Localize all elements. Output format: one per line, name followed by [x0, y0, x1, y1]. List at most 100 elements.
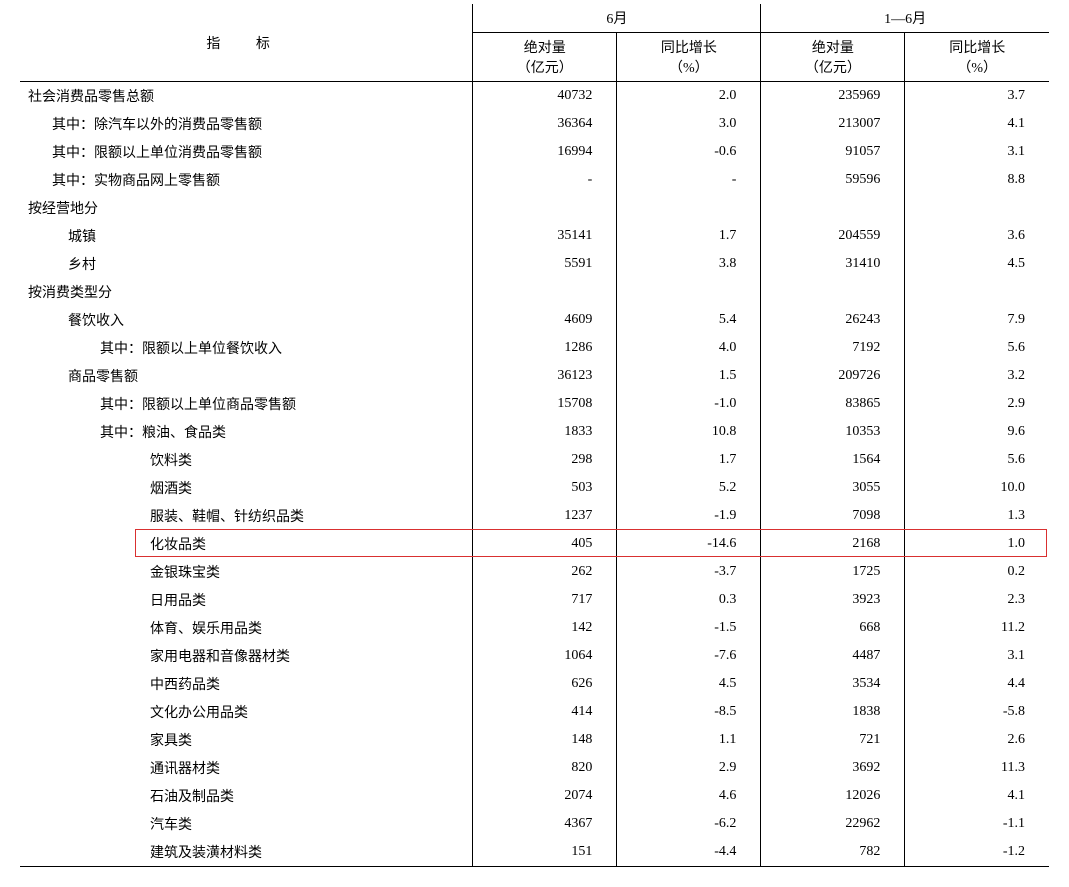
cum-yoy: -1.2 [905, 838, 1049, 867]
month-abs: 16994 [473, 138, 617, 166]
period-header-row: 指 标 6月 1—6月 [20, 4, 1049, 33]
month-yoy: -0.6 [617, 138, 761, 166]
row-label: 家用电器和音像器材类 [20, 642, 473, 670]
cum-abs: 3055 [761, 474, 905, 502]
period2-header: 1—6月 [761, 4, 1049, 33]
row-label: 石油及制品类 [20, 782, 473, 810]
month-yoy: 1.7 [617, 446, 761, 474]
cum-yoy: 1.3 [905, 502, 1049, 530]
table-body: 社会消费品零售总额407322.02359693.7其中：除汽车以外的消费品零售… [20, 82, 1049, 867]
month-yoy: -1.9 [617, 502, 761, 530]
row-label: 饮料类 [20, 446, 473, 474]
month-abs: 2074 [473, 782, 617, 810]
cum-abs: 91057 [761, 138, 905, 166]
month-abs: 405 [473, 530, 617, 558]
month-abs: 35141 [473, 222, 617, 250]
yoy-growth-label: 同比增长 [661, 41, 717, 56]
cum-yoy: 5.6 [905, 334, 1049, 362]
cum-abs: 1725 [761, 558, 905, 586]
month-yoy: -6.2 [617, 810, 761, 838]
cum-yoy: 4.5 [905, 250, 1049, 278]
abs-unit-label: （亿元） [517, 61, 573, 76]
month-abs: 148 [473, 726, 617, 754]
cum-yoy: 4.4 [905, 670, 1049, 698]
month-abs: 262 [473, 558, 617, 586]
row-label: 烟酒类 [20, 474, 473, 502]
table-row: 其中：除汽车以外的消费品零售额363643.02130074.1 [20, 110, 1049, 138]
cum-abs: 59596 [761, 166, 905, 194]
month-abs: 1286 [473, 334, 617, 362]
row-label: 乡村 [20, 250, 473, 278]
row-label: 文化办公用品类 [20, 698, 473, 726]
cum-abs: 12026 [761, 782, 905, 810]
cum-yoy: 2.6 [905, 726, 1049, 754]
cum-abs: 7192 [761, 334, 905, 362]
cum-yoy: 3.6 [905, 222, 1049, 250]
row-label: 化妆品类 [20, 530, 473, 558]
cum-yoy: 11.3 [905, 754, 1049, 782]
row-label: 商品零售额 [20, 362, 473, 390]
row-label: 金银珠宝类 [20, 558, 473, 586]
row-label: 通讯器材类 [20, 754, 473, 782]
month-abs: 4609 [473, 306, 617, 334]
table-row: 化妆品类405-14.621681.0 [20, 530, 1049, 558]
row-label: 按消费类型分 [20, 278, 473, 306]
cum-abs [761, 194, 905, 222]
month-abs: 5591 [473, 250, 617, 278]
table-row: 乡村55913.8314104.5 [20, 250, 1049, 278]
cum-abs: 1564 [761, 446, 905, 474]
abs-unit-label2: （亿元） [805, 61, 861, 76]
row-label: 其中：粮油、食品类 [20, 418, 473, 446]
cum-yoy: 8.8 [905, 166, 1049, 194]
row-label: 服装、鞋帽、针纺织品类 [20, 502, 473, 530]
row-label: 城镇 [20, 222, 473, 250]
month-yoy: - [617, 166, 761, 194]
m-yoy-header: 同比增长 （%） [617, 33, 761, 82]
table-row: 石油及制品类20744.6120264.1 [20, 782, 1049, 810]
cum-yoy: -5.8 [905, 698, 1049, 726]
cum-abs: 26243 [761, 306, 905, 334]
cum-abs: 782 [761, 838, 905, 867]
month-abs [473, 194, 617, 222]
month-abs: 298 [473, 446, 617, 474]
cum-yoy: 2.9 [905, 390, 1049, 418]
cum-abs: 3692 [761, 754, 905, 782]
cum-yoy: 0.2 [905, 558, 1049, 586]
row-label: 汽车类 [20, 810, 473, 838]
month-yoy: 2.0 [617, 82, 761, 111]
row-label: 餐饮收入 [20, 306, 473, 334]
table-row: 按消费类型分 [20, 278, 1049, 306]
cum-abs: 235969 [761, 82, 905, 111]
table-row: 日用品类7170.339232.3 [20, 586, 1049, 614]
month-abs: 1237 [473, 502, 617, 530]
month-abs: 717 [473, 586, 617, 614]
month-abs [473, 278, 617, 306]
cum-abs: 2168 [761, 530, 905, 558]
month-yoy: -7.6 [617, 642, 761, 670]
table-row: 其中：粮油、食品类183310.8103539.6 [20, 418, 1049, 446]
cum-yoy [905, 194, 1049, 222]
month-abs: - [473, 166, 617, 194]
month-yoy: 0.3 [617, 586, 761, 614]
table-row: 城镇351411.72045593.6 [20, 222, 1049, 250]
month-yoy: 4.5 [617, 670, 761, 698]
month-yoy: 2.9 [617, 754, 761, 782]
month-yoy: 4.6 [617, 782, 761, 810]
cum-yoy: 3.2 [905, 362, 1049, 390]
table-row: 汽车类4367-6.222962-1.1 [20, 810, 1049, 838]
table-row: 中西药品类6264.535344.4 [20, 670, 1049, 698]
cum-yoy: 7.9 [905, 306, 1049, 334]
c-abs-header: 绝对量 （亿元） [761, 33, 905, 82]
c-yoy-header: 同比增长 （%） [905, 33, 1049, 82]
row-label: 其中：限额以上单位消费品零售额 [20, 138, 473, 166]
table-row: 其中：限额以上单位消费品零售额16994-0.6910573.1 [20, 138, 1049, 166]
cum-abs: 209726 [761, 362, 905, 390]
row-label: 按经营地分 [20, 194, 473, 222]
row-label: 日用品类 [20, 586, 473, 614]
month-yoy: -3.7 [617, 558, 761, 586]
row-label: 体育、娱乐用品类 [20, 614, 473, 642]
cum-yoy: 2.3 [905, 586, 1049, 614]
table-row: 其中：限额以上单位餐饮收入12864.071925.6 [20, 334, 1049, 362]
month-yoy: -4.4 [617, 838, 761, 867]
cum-yoy: 3.7 [905, 82, 1049, 111]
